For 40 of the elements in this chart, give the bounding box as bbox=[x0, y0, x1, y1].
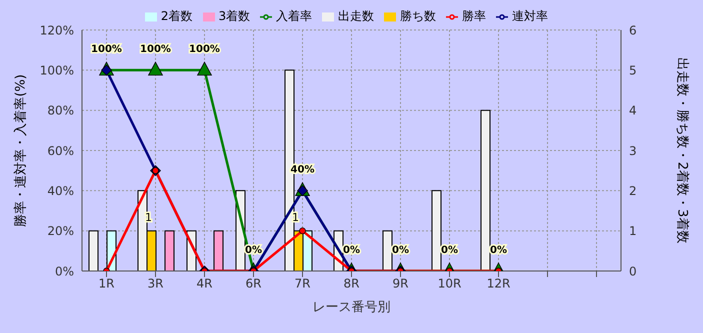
legend-label: 勝ち数 bbox=[400, 9, 436, 23]
legend-label: 出走数 bbox=[338, 9, 374, 23]
legend-label: 連対率 bbox=[512, 9, 548, 23]
y-tick-label: 100% bbox=[40, 63, 74, 78]
y-tick-label: 120% bbox=[40, 23, 74, 38]
data-label: 100% bbox=[91, 44, 122, 56]
x-tick-label: 7R bbox=[294, 276, 310, 291]
y-tick-label: 40% bbox=[47, 184, 74, 198]
x-tick-label: 1R bbox=[98, 276, 114, 291]
y-tick-label: 80% bbox=[47, 104, 74, 118]
x-tick-label: 12R bbox=[486, 276, 510, 291]
x-tick-label: 8R bbox=[344, 276, 360, 291]
data-label: 0% bbox=[392, 245, 409, 256]
y2-tick-label: 3 bbox=[629, 144, 637, 158]
x-tick-label: 10R bbox=[438, 276, 462, 291]
x-tick-label: 9R bbox=[392, 276, 408, 291]
legend-label: 2着数 bbox=[160, 9, 192, 23]
y-tick-label: 20% bbox=[47, 224, 74, 238]
y2-tick-label: 4 bbox=[629, 104, 637, 118]
y2-axis-title: 出走数・勝ち数・2着数・3着数 bbox=[674, 58, 690, 244]
x-tick-label: 3R bbox=[148, 276, 164, 291]
data-label: 0% bbox=[343, 245, 360, 256]
y-axis-title: 勝率・連対率・入着率(%) bbox=[12, 74, 29, 227]
y2-tick-label: 6 bbox=[629, 23, 637, 38]
data-label: 100% bbox=[189, 44, 220, 56]
y2-tick-label: 5 bbox=[629, 63, 637, 78]
y2-tick-label: 1 bbox=[629, 224, 637, 238]
legend-label: 入着率 bbox=[276, 9, 312, 23]
data-label: 0% bbox=[490, 245, 507, 256]
legend-label: 3着数 bbox=[218, 9, 250, 23]
x-tick-label: 4R bbox=[196, 276, 212, 291]
x-axis-title: レース番号別 bbox=[312, 300, 390, 315]
y2-tick-label: 0 bbox=[629, 264, 637, 278]
y-tick-label: 0% bbox=[54, 264, 74, 278]
y-tick-label: 60% bbox=[47, 144, 74, 158]
data-label: 0% bbox=[441, 245, 458, 256]
x-tick-label: 6R bbox=[246, 276, 262, 291]
data-label: 100% bbox=[140, 44, 171, 56]
y2-tick-label: 2 bbox=[629, 184, 637, 198]
legend-label: 勝率 bbox=[462, 9, 486, 23]
